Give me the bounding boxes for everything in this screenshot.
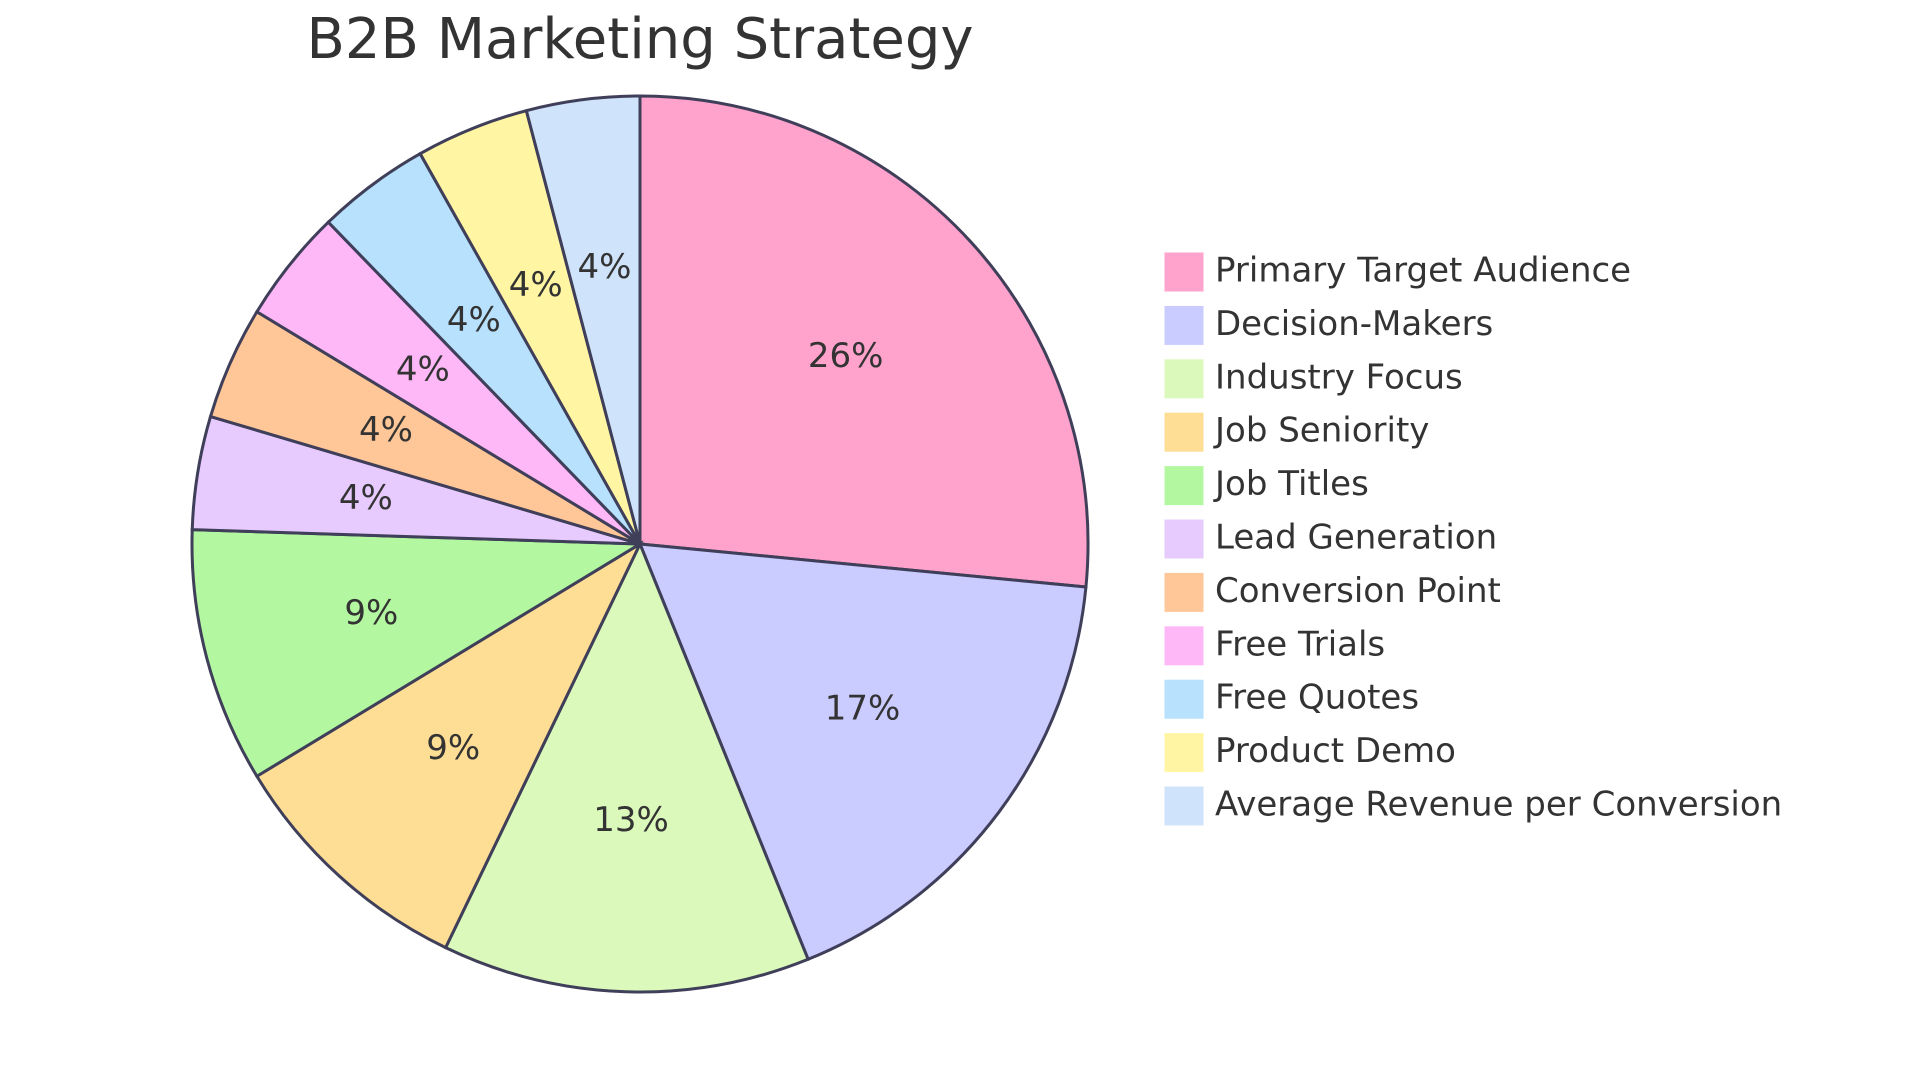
pie-slice-label: 4% bbox=[359, 410, 413, 450]
pie-slice bbox=[638, 94, 1090, 589]
pie-slice-label: 9% bbox=[344, 593, 398, 633]
legend-swatch bbox=[1161, 516, 1207, 562]
legend-item: Job Seniority bbox=[1161, 409, 1429, 455]
legend-item: Average Revenue per Conversion bbox=[1161, 783, 1782, 829]
legend-item: Conversion Point bbox=[1161, 569, 1501, 615]
pie-slice-label: 4% bbox=[339, 478, 393, 518]
legend-swatch bbox=[1161, 783, 1207, 829]
legend-label: Free Quotes bbox=[1215, 678, 1419, 718]
legend-item: Job Titles bbox=[1161, 463, 1369, 509]
legend-swatch bbox=[1161, 676, 1207, 722]
legend-swatch bbox=[1161, 302, 1207, 348]
legend-item: Decision-Makers bbox=[1161, 302, 1493, 348]
legend-label: Job Seniority bbox=[1213, 411, 1429, 451]
legend-swatch bbox=[1161, 356, 1207, 402]
pie-slice-label: 4% bbox=[578, 247, 632, 287]
legend-item: Product Demo bbox=[1161, 730, 1456, 776]
pie-slice-label: 9% bbox=[426, 728, 480, 768]
legend-label: Average Revenue per Conversion bbox=[1215, 785, 1782, 825]
legend-swatch bbox=[1161, 409, 1207, 455]
legend-swatch bbox=[1161, 569, 1207, 615]
pie-slice bbox=[637, 542, 1088, 962]
legend-swatch bbox=[1161, 463, 1207, 509]
legend-label: Industry Focus bbox=[1215, 357, 1463, 397]
legend-label: Product Demo bbox=[1215, 731, 1456, 771]
legend-label: Decision-Makers bbox=[1215, 304, 1493, 344]
chart-title: B2B Marketing Strategy bbox=[306, 7, 973, 72]
legend-swatch bbox=[1161, 730, 1207, 776]
legend: Primary Target Audience Decision-Makers In… bbox=[1161, 249, 1782, 829]
pie-slice-label: 13% bbox=[593, 800, 669, 840]
legend-swatch bbox=[1161, 623, 1207, 669]
pie-slice-label: 26% bbox=[808, 336, 884, 376]
pie-slice-label: 4% bbox=[447, 300, 501, 340]
legend-label: Lead Generation bbox=[1215, 518, 1497, 558]
pie-slices bbox=[190, 94, 1090, 994]
legend-label: Conversion Point bbox=[1215, 571, 1501, 611]
legend-item: Free Trials bbox=[1161, 623, 1385, 669]
legend-item: Industry Focus bbox=[1161, 356, 1463, 402]
pie-slice bbox=[524, 94, 642, 545]
pie-slice-label: 4% bbox=[509, 265, 563, 305]
legend-swatch bbox=[1161, 249, 1207, 295]
pie-slice-labels: 26%17%13%9%9%4%4%4%4%4% 4% bbox=[339, 247, 901, 840]
pie-slice bbox=[190, 528, 646, 779]
pie-slice-label: 17% bbox=[825, 689, 901, 729]
legend-label: Job Titles bbox=[1213, 464, 1369, 504]
legend-label: Primary Target Audience bbox=[1215, 251, 1631, 291]
legend-item: Lead Generation bbox=[1161, 516, 1497, 562]
pie-slice bbox=[254, 540, 644, 950]
pie-slice-label: 4% bbox=[396, 349, 450, 389]
legend-item: Primary Target Audience bbox=[1161, 249, 1631, 295]
pie-slice bbox=[443, 540, 811, 994]
legend-label: Free Trials bbox=[1215, 624, 1385, 664]
legend-item: Free Quotes bbox=[1161, 676, 1419, 722]
